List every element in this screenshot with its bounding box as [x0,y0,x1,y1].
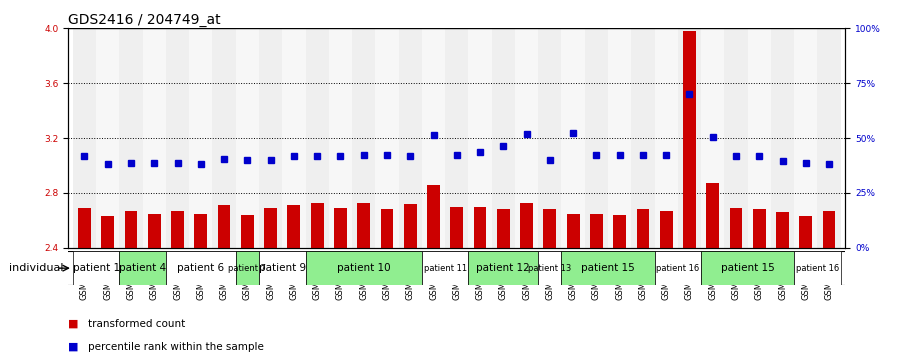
Bar [799,216,813,248]
Bar [538,28,562,248]
Text: individual: individual [9,263,64,273]
Bar [660,211,673,248]
Bar [538,251,562,285]
Bar [352,28,375,248]
Bar [608,28,631,248]
Text: patient 9: patient 9 [259,263,305,273]
Bar [614,215,626,248]
Bar [636,209,649,248]
Bar [654,251,701,285]
Bar [143,28,166,248]
Bar [427,185,440,248]
Bar [78,208,91,248]
Bar [241,215,254,248]
Bar [468,251,538,285]
Bar [776,212,789,248]
Bar [753,209,765,248]
Text: patient 15: patient 15 [721,263,774,273]
Bar [445,28,468,248]
Bar [404,204,416,248]
Bar [329,28,352,248]
Bar [730,208,743,248]
Bar [399,28,422,248]
Bar [119,28,143,248]
Bar [654,28,678,248]
Bar [357,202,370,248]
Bar [706,183,719,248]
Bar [794,251,841,285]
Bar [235,251,259,285]
Bar [590,213,603,248]
Bar [283,28,305,248]
Bar [562,28,584,248]
Bar [817,28,841,248]
Bar [701,28,724,248]
Bar [73,251,119,285]
Bar [259,28,283,248]
Bar [771,28,794,248]
Text: patient 16: patient 16 [656,264,699,273]
Text: transformed count: transformed count [88,319,185,329]
Text: percentile rank within the sample: percentile rank within the sample [88,342,264,352]
Text: patient 10: patient 10 [337,263,391,273]
Bar [562,251,654,285]
Bar [422,28,445,248]
Bar [235,28,259,248]
Text: patient 13: patient 13 [528,264,572,273]
Text: patient 16: patient 16 [795,264,839,273]
Text: patient 11: patient 11 [424,264,466,273]
Text: patient 1: patient 1 [73,263,120,273]
Bar [96,28,119,248]
Bar [195,213,207,248]
Text: patient 15: patient 15 [581,263,634,273]
Bar [566,213,580,248]
Bar [213,28,235,248]
Bar [259,251,305,285]
Bar [823,211,835,248]
Text: patient 12: patient 12 [476,263,530,273]
Text: patient 4: patient 4 [119,263,166,273]
Bar [701,251,794,285]
Bar [544,209,556,248]
Text: ■: ■ [68,319,79,329]
Bar [125,211,137,248]
Bar [217,205,231,248]
Bar [678,28,701,248]
Bar [101,216,115,248]
Bar [265,208,277,248]
Bar [166,251,235,285]
Bar [492,28,514,248]
Bar [631,28,654,248]
Bar [119,251,166,285]
Text: GDS2416 / 204749_at: GDS2416 / 204749_at [68,13,221,27]
Bar [747,28,771,248]
Bar [311,202,324,248]
Bar [584,28,608,248]
Bar [148,213,161,248]
Bar [520,202,533,248]
Bar [287,205,300,248]
Bar [305,251,422,285]
Bar [468,28,492,248]
Bar [375,28,399,248]
Text: ■: ■ [68,342,79,352]
Text: patient 6: patient 6 [177,263,225,273]
Bar [474,207,486,248]
Bar [381,209,394,248]
Bar [724,28,747,248]
Bar [422,251,468,285]
Bar [334,208,347,248]
Bar [450,207,464,248]
Bar [171,211,184,248]
Bar [305,28,329,248]
Bar [189,28,213,248]
Text: patient 7: patient 7 [228,264,266,273]
Bar [514,28,538,248]
Bar [794,28,817,248]
Bar [683,31,696,248]
Bar [73,28,96,248]
Bar [497,209,510,248]
Bar [166,28,189,248]
